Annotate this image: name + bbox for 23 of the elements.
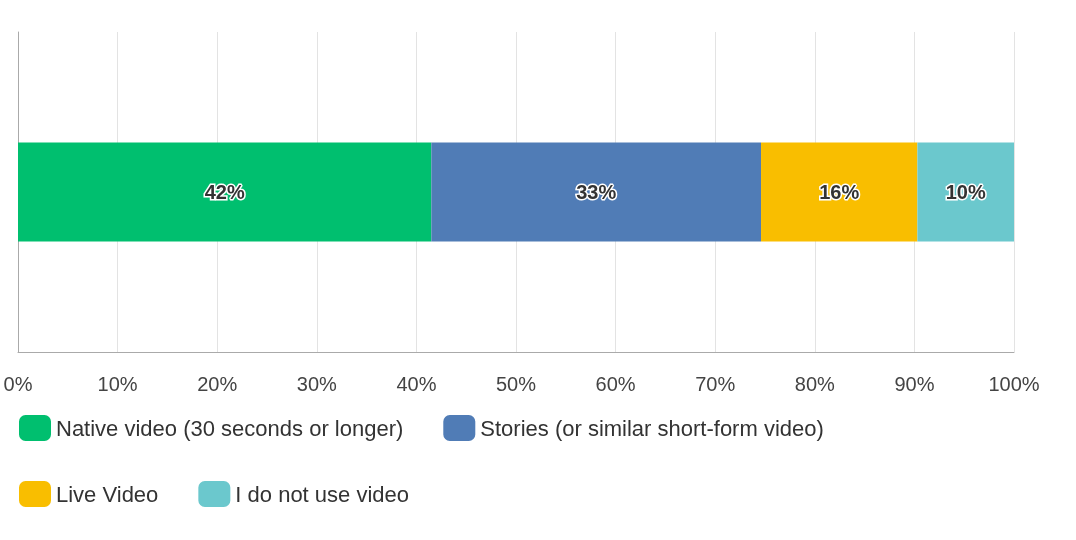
x-tick-label: 30%: [296, 373, 338, 395]
x-tick-label: 70%: [695, 373, 736, 395]
data-label: 16%: [819, 181, 860, 203]
legend-label: Live Video: [56, 481, 159, 507]
bar: [18, 142, 432, 242]
data-label: 33%: [576, 181, 617, 203]
bar: [431, 142, 762, 242]
x-tick-label: 50%: [495, 373, 537, 395]
x-tick-label: 100%: [988, 373, 1040, 395]
x-tick-label: 90%: [894, 373, 935, 395]
x-tick-label: 10%: [97, 373, 138, 395]
legend-label: Native video (30 seconds or longer): [56, 415, 404, 441]
data-label: 10%: [945, 181, 986, 203]
x-tick-label: 80%: [794, 373, 836, 395]
bar: [917, 142, 1014, 242]
x-tick-label: 60%: [595, 373, 636, 395]
data-label: 42%: [204, 181, 245, 203]
legend-label: Stories (or similar short-form video): [480, 415, 824, 441]
legend-label: I do not use video: [235, 481, 410, 507]
bar: [761, 142, 918, 242]
x-tick-label: 20%: [197, 373, 238, 395]
x-tick-label: 40%: [396, 373, 437, 395]
x-tick-label: 0%: [3, 373, 33, 395]
